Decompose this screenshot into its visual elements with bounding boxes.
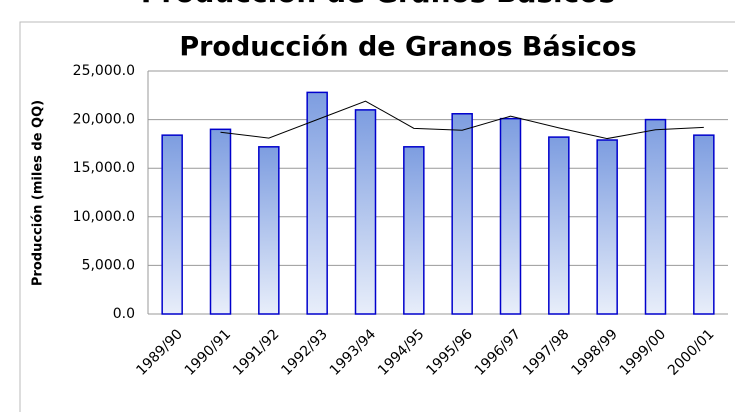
line bbox=[220, 100, 704, 140]
y-tick-label: 15,000.0 bbox=[73, 160, 135, 176]
y-tick-label: 10,000.0 bbox=[73, 209, 135, 225]
banner-title: Producción de Granos Básicos bbox=[141, 0, 615, 9]
bar bbox=[306, 91, 328, 315]
bar bbox=[161, 134, 183, 315]
x-tick-label: 1994/95 bbox=[375, 326, 427, 378]
y-axis-label: Producción (miles de QQ) bbox=[31, 100, 46, 286]
x-tick-label: 1992/93 bbox=[278, 326, 330, 378]
chart-frame bbox=[19, 21, 735, 412]
bar bbox=[354, 109, 377, 315]
bar bbox=[693, 134, 715, 315]
bar bbox=[258, 146, 280, 315]
bar bbox=[499, 117, 522, 315]
x-tick-label: 1993/94 bbox=[327, 326, 380, 379]
x-tick-label: 1990/91 bbox=[182, 326, 234, 378]
x-tick-label: 1999/00 bbox=[617, 326, 669, 378]
x-tick-label: 1998/99 bbox=[568, 326, 620, 378]
bar bbox=[451, 113, 473, 315]
chart-title: Producción de Granos Básicos bbox=[179, 32, 636, 63]
bar bbox=[596, 139, 618, 315]
x-tick-label: 1991/92 bbox=[230, 326, 282, 378]
y-tick-label: 5,000.0 bbox=[82, 257, 135, 273]
bar bbox=[548, 136, 570, 315]
bar bbox=[403, 146, 425, 315]
bar bbox=[209, 128, 232, 315]
x-tick-label: 1995/96 bbox=[423, 326, 476, 379]
x-tick-label: 2000/01 bbox=[665, 326, 717, 378]
x-tick-label: 1989/90 bbox=[133, 326, 185, 378]
bar bbox=[644, 118, 667, 315]
x-tick-label: 1996/97 bbox=[472, 326, 524, 378]
x-tick-label: 1997/98 bbox=[520, 326, 572, 378]
y-tick-label: 20,000.0 bbox=[73, 112, 135, 128]
y-tick-label: 25,000.0 bbox=[73, 63, 135, 79]
y-tick-label: 0.0 bbox=[113, 306, 135, 322]
